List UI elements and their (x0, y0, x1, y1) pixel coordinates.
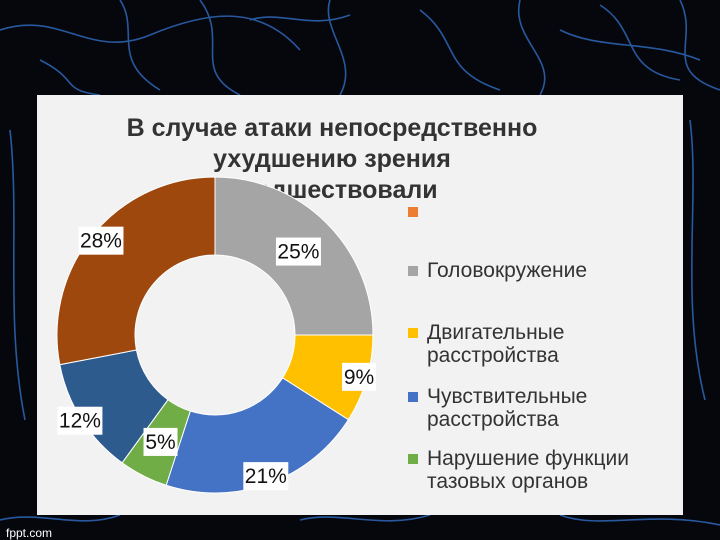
slide-panel: В случае атаки непосредственно ухудшению… (37, 95, 683, 515)
legend-swatch-3 (408, 328, 418, 338)
slice-label-2: 9% (342, 362, 377, 391)
legend-swatch-4 (408, 392, 418, 402)
legend-label-line: Чувствительные (427, 385, 588, 408)
slice-label-1: 25% (275, 237, 321, 266)
chart-title-line-2: ухудшению зрения (213, 145, 451, 173)
donut-slice-3 (165, 377, 350, 494)
legend-label-line: Нарушение функции (427, 447, 629, 470)
legend-label-line: расстройства (427, 344, 559, 367)
legend-label-line: Головокружение (427, 259, 588, 282)
chart-title-line-1: В случае атаки непосредственно (126, 114, 538, 142)
slice-label-text-4: 5% (145, 431, 175, 454)
slice-label-text-6: 28% (80, 230, 122, 253)
slice-label-text-2: 9% (344, 366, 374, 389)
legend-label-2: Головокружение (427, 259, 677, 282)
legend-label-4: Чувствительные расстройства (427, 385, 677, 431)
legend-swatch-5 (408, 454, 418, 464)
slice-label-6: 28% (78, 226, 124, 255)
legend-label-line: расстройства (427, 408, 559, 431)
slice-label-5: 12% (57, 406, 103, 435)
watermark: fppt.com (6, 526, 53, 540)
legend-label-5: Нарушение функции тазовых органов (427, 447, 677, 493)
slice-label-text-1: 25% (277, 241, 319, 264)
legend-swatch-2 (408, 266, 418, 276)
slice-label-4: 5% (143, 427, 178, 456)
legend-swatch-1 (408, 207, 418, 217)
slice-label-text-3: 21% (245, 465, 287, 488)
slice-label-text-5: 12% (59, 410, 101, 433)
legend-label-3: Двигательные расстройства (427, 321, 677, 367)
donut-slice-6 (56, 176, 216, 366)
legend-label-line: Двигательные (427, 321, 565, 344)
donut-chart: 25% 9% 21% 5% 12% 28% (56, 176, 377, 494)
slice-label-3: 21% (243, 462, 289, 491)
legend-label-line: тазовых органов (427, 470, 589, 493)
